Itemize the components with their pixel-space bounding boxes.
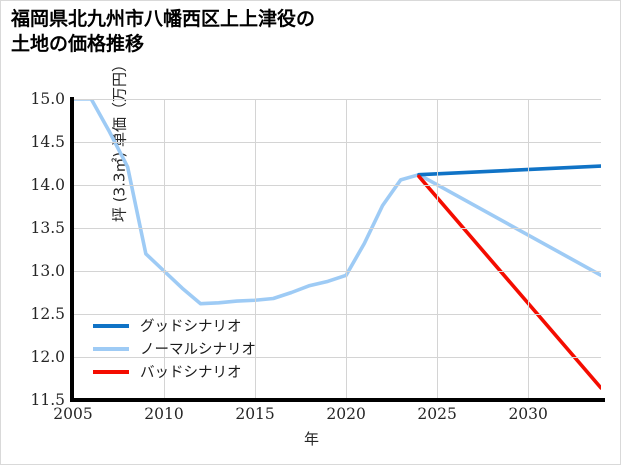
- y-tick-label: 14.5: [30, 133, 65, 151]
- legend-item-label: グッドシナリオ: [140, 319, 242, 335]
- gridline-horizontal: [73, 99, 601, 100]
- legend-item[interactable]: ノーマルシナリオ: [93, 337, 313, 360]
- gridline-horizontal: [73, 228, 601, 229]
- y-tick-label: 13.5: [30, 219, 65, 237]
- legend-item-label: ノーマルシナリオ: [140, 342, 256, 358]
- series-line: [417, 174, 601, 390]
- x-tick-label: 2010: [144, 405, 184, 423]
- y-tick-label: 15.0: [30, 90, 65, 108]
- y-tick-label: 12.5: [30, 305, 65, 323]
- x-tick-label: 2015: [235, 405, 275, 423]
- x-tick-label: 2005: [53, 405, 93, 423]
- legend-color-swatch: [93, 323, 129, 328]
- x-tick-label: 2025: [417, 405, 457, 423]
- y-tick-label: 11.5: [30, 391, 65, 409]
- x-axis-spine: [70, 398, 605, 402]
- x-tick-label: 2020: [326, 405, 366, 423]
- gridline-horizontal: [73, 314, 601, 315]
- legend-item[interactable]: バッドシナリオ: [93, 360, 313, 383]
- gridline-horizontal: [73, 357, 601, 358]
- gridline-vertical: [346, 99, 348, 400]
- x-axis-label: 年: [303, 430, 319, 448]
- gridline-horizontal: [73, 271, 601, 272]
- gridline-vertical: [528, 99, 530, 400]
- y-tick-label: 13.0: [30, 262, 65, 280]
- legend-color-swatch: [93, 346, 129, 351]
- legend-item[interactable]: グッドシナリオ: [93, 314, 313, 337]
- x-tick-label: 2030: [508, 405, 548, 423]
- gridline-vertical: [255, 99, 257, 400]
- y-tick-label: 14.0: [30, 176, 65, 194]
- gridline-horizontal: [73, 185, 601, 186]
- gridline-vertical: [437, 99, 439, 400]
- y-axis-spine: [70, 97, 74, 402]
- gridline-horizontal: [73, 142, 601, 143]
- series-line: [73, 99, 601, 306]
- legend-color-swatch: [93, 369, 129, 374]
- legend-item-label: バッドシナリオ: [140, 365, 242, 381]
- y-tick-label: 12.0: [30, 348, 65, 366]
- series-line: [417, 164, 601, 177]
- chart-title: 福岡県北九州市八幡西区上上津役の 土地の価格推移: [11, 8, 316, 56]
- gridline-vertical: [164, 99, 166, 400]
- chart-legend: グッドシナリオ ノーマルシナリオ バッドシナリオ: [93, 314, 313, 383]
